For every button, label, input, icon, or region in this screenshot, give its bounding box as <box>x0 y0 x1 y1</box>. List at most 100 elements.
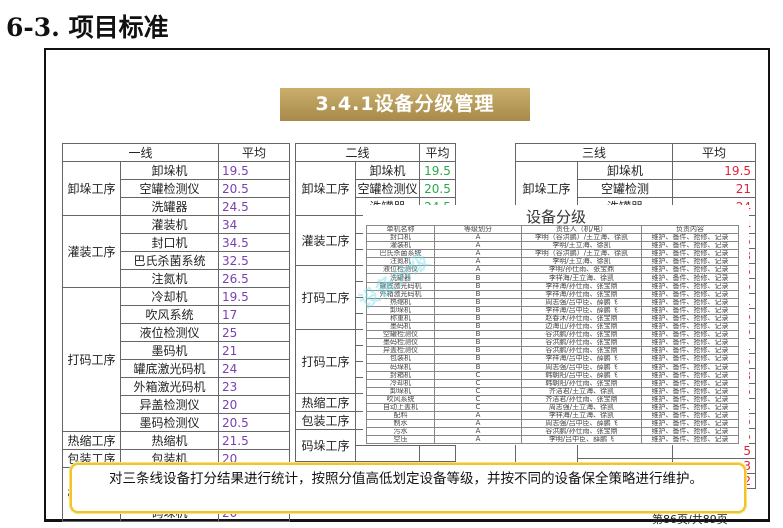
average-score: 19.5 <box>218 287 291 306</box>
table-row: 封箱机 C 韩朝阳/吕中臣、薛鹏飞 维护、备件、抢修、记录 <box>366 370 739 380</box>
responsible-person: 李明/孙仕雨、张宝鼎 <box>521 265 642 275</box>
responsibility: 维护、备件、抢修、记录 <box>641 313 739 324</box>
table-row: 墨码机 B 边海山/孙仕雨、张宝鼎 维护、备件、抢修、记录 <box>366 322 739 332</box>
responsible-person: 李明/王立海、徐凯 <box>521 257 642 267</box>
average-score: 19.5 <box>218 161 291 180</box>
table-row: 热缩工序 热缩机 21.5 <box>62 431 291 450</box>
equipment-name: 异盖检测仪 <box>119 395 220 414</box>
equipment-name: 墨码机 <box>366 322 435 332</box>
responsible-person: 谷洪鹏/孙仕雨、张宝鼎 <box>521 330 642 340</box>
table-row: 空罐检测仪 B 谷洪鹏/孙仕雨、张宝鼎 维护、备件、抢修、记录 <box>366 330 739 340</box>
table-row: 外箱激光码机 23 <box>63 377 291 396</box>
equipment-name: 灌装机 <box>366 241 435 251</box>
slide-frame <box>44 48 770 522</box>
equipment-name: 墨码检测仪 <box>119 413 220 432</box>
equipment-name: 热缩机 <box>119 431 220 450</box>
responsibility: 维护、备件、抢修、记录 <box>641 289 739 299</box>
summary-callout: 对三条线设备打分结果进行统计，按照分值高低划定设备等级，并按不同的设备保全策略进… <box>70 463 746 513</box>
table-row: 包装机 B 李祥海/吕中臣、薛鹏飞 维护、备件、抢修、记录 <box>366 354 739 364</box>
responsibility: 维护、备件、抢修、记录 <box>641 362 739 372</box>
average-score: 21 <box>218 341 291 360</box>
grade: B <box>434 273 522 283</box>
average-score: 21.5 <box>218 431 291 450</box>
grade: B <box>434 313 522 324</box>
line1-header: 一线 <box>61 143 220 162</box>
equipment-name: 自动上盖机 <box>366 402 435 413</box>
grade: A <box>434 257 522 267</box>
responsibility: 维护、备件、抢修、记录 <box>641 338 739 348</box>
table-row: 称重机 B 赵春沐/孙仕雨、张宝鼎 维护、备件、抢修、记录 <box>366 313 739 324</box>
grade: B <box>434 322 522 332</box>
table-row: 灌装机 A 李明/王立海、徐凯 维护、备件、抢修、记录 <box>366 241 739 251</box>
process-cell: 打码工序 <box>295 265 356 330</box>
grade: B <box>434 362 522 372</box>
average-score: 32.5 <box>218 251 291 270</box>
responsibility: 维护、备件、抢修、记录 <box>641 394 739 404</box>
equipment-name <box>354 445 421 462</box>
responsibility: 维护、备件、抢修、记录 <box>641 305 739 315</box>
average-score: 34.5 <box>218 233 291 252</box>
average-score <box>419 445 457 462</box>
average-score: 25 <box>218 323 291 342</box>
average-score: 23 <box>218 377 291 396</box>
grade: B <box>434 346 522 356</box>
grade: C <box>434 370 522 380</box>
grade: B <box>434 338 522 348</box>
equipment-name: 卸垛机 <box>354 161 421 180</box>
responsible-person: 李明（谷洪鹏）/王立海、徐凯 <box>521 232 642 243</box>
equipment-name: 吹风系统 <box>366 394 435 404</box>
grade: A <box>434 435 522 445</box>
avg-header: 平均 <box>419 143 457 162</box>
column-header: 责任人（机/电） <box>521 225 642 234</box>
process-cell: 卸垛工序 <box>295 161 356 216</box>
responsible-person: 李祥海/孙仕雨、张宝鼎 <box>521 281 642 291</box>
equipment-name: 封口机 <box>366 232 435 243</box>
equipment-name: 封口机 <box>119 233 220 252</box>
process-cell: 灌装工序 <box>62 215 121 288</box>
equipment-name: 巴氏杀菌系统 <box>119 251 220 270</box>
average-score: 34 <box>218 215 291 234</box>
process-cell: 码垛工序 <box>295 429 356 462</box>
average-score: 20.5 <box>218 179 291 198</box>
equipment-name <box>576 443 674 459</box>
table-row: 墨码检测仪 20.5 <box>63 413 291 432</box>
equipment-name: 冷却机 <box>119 287 220 306</box>
table-row: 打码工序 冷却机 19.5 <box>62 287 291 432</box>
grade: B <box>434 297 522 307</box>
responsible-person: 韩朝阳/孙仕雨、张宝鼎 <box>521 378 642 388</box>
responsible-person: 李祥海/孙仕雨、张宝鼎 <box>521 289 642 299</box>
equipment-name: 洗罐器 <box>119 197 220 216</box>
responsibility: 维护、备件、抢修、记录 <box>641 419 739 429</box>
responsibility: 维护、备件、抢修、记录 <box>641 330 739 340</box>
avg-header: 平均 <box>218 143 291 162</box>
equipment-name: 配料 <box>366 411 435 421</box>
table-row: 冷却机 C 韩朝阳/孙仕雨、张宝鼎 维护、备件、抢修、记录 <box>366 378 739 388</box>
equipment-name: 空罐检测仪 <box>354 179 421 198</box>
responsible-person: 赵春沐/孙仕雨、张宝鼎 <box>521 313 642 324</box>
responsible-person: 李祥海/王立海、徐凯 <box>521 273 642 283</box>
responsibility: 维护、备件、抢修、记录 <box>641 297 739 307</box>
responsibility: 维护、备件、抢修、记录 <box>641 378 739 388</box>
responsible-person: 周志强/王立海、徐凯 <box>521 402 642 413</box>
grade: C <box>434 378 522 388</box>
table-row: 液位检测仪 25 <box>63 323 291 342</box>
average-score: 19.5 <box>419 161 457 180</box>
responsibility: 维护、备件、抢修、记录 <box>641 232 739 243</box>
equipment-name: 卸垛机 <box>366 386 435 396</box>
equipment-name: 冷却机 <box>366 378 435 388</box>
responsible-person: 齐洁君/孙仕雨、张宝鼎 <box>521 394 642 404</box>
equipment-name: 空罐检测仪 <box>119 179 220 198</box>
table-row: 吹风系统 C 齐洁君/孙仕雨、张宝鼎 维护、备件、抢修、记录 <box>366 394 739 404</box>
grade: B <box>434 305 522 315</box>
grade: A <box>434 419 522 429</box>
grade: A <box>434 427 522 437</box>
responsibility: 维护、备件、抢修、记录 <box>641 411 739 421</box>
grade: B <box>434 330 522 340</box>
page-title: 6-3. 项目标准 <box>6 13 169 42</box>
responsible-person: 谷洪鹏/孙仕雨、张宝鼎 <box>521 338 642 348</box>
responsible-person: 周志强/吕中臣、薛鹏飞 <box>521 419 642 429</box>
equipment-name: 注氮机 <box>119 269 220 288</box>
average-score: 20 <box>218 395 291 414</box>
responsible-person: 李明/王立海、徐凯 <box>521 241 642 251</box>
